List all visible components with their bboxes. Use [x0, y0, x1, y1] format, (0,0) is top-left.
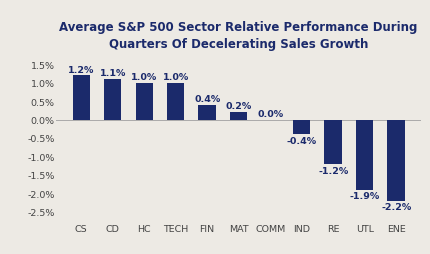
Bar — [356, 120, 373, 190]
Bar — [167, 83, 184, 120]
Bar — [387, 120, 405, 201]
Bar — [135, 83, 153, 120]
Text: -2.2%: -2.2% — [381, 203, 411, 212]
Text: -1.9%: -1.9% — [350, 192, 380, 201]
Text: 0.4%: 0.4% — [194, 94, 220, 104]
Text: -0.4%: -0.4% — [286, 137, 317, 146]
Bar — [325, 120, 342, 164]
Title: Average S&P 500 Sector Relative Performance During
Quarters Of Decelerating Sale: Average S&P 500 Sector Relative Performa… — [59, 21, 418, 51]
Text: -1.2%: -1.2% — [318, 166, 348, 175]
Text: 1.1%: 1.1% — [99, 69, 126, 78]
Bar — [199, 105, 216, 120]
Text: 1.0%: 1.0% — [163, 73, 189, 82]
Bar — [230, 113, 247, 120]
Text: 1.0%: 1.0% — [131, 73, 157, 82]
Bar — [73, 76, 90, 120]
Text: 0.2%: 0.2% — [225, 102, 252, 111]
Text: 0.0%: 0.0% — [257, 109, 283, 118]
Bar — [293, 120, 310, 135]
Text: 1.2%: 1.2% — [68, 65, 94, 74]
Bar — [104, 80, 121, 120]
